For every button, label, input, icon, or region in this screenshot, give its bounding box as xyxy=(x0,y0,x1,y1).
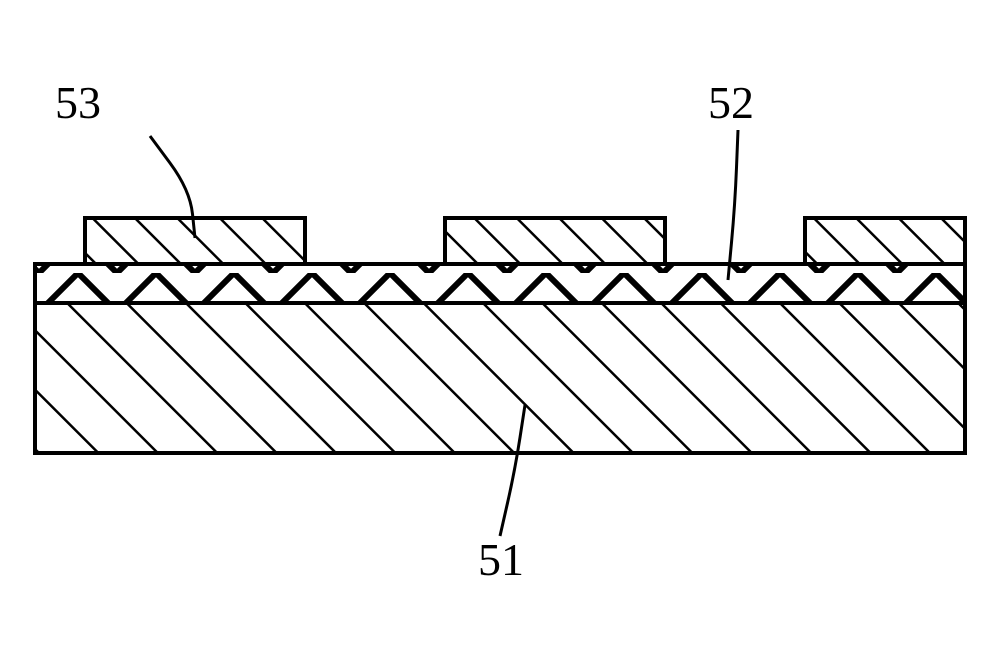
diagram: 53 52 51 xyxy=(0,0,1000,672)
top-block-2 xyxy=(445,218,665,264)
substrate-layer xyxy=(35,303,965,453)
l52-leader xyxy=(728,130,738,280)
label-l51: 51 xyxy=(478,534,524,585)
label-l52: 52 xyxy=(708,77,754,128)
label-l53: 53 xyxy=(55,77,101,128)
top-block-3 xyxy=(805,218,965,264)
middle-layer xyxy=(35,264,965,303)
